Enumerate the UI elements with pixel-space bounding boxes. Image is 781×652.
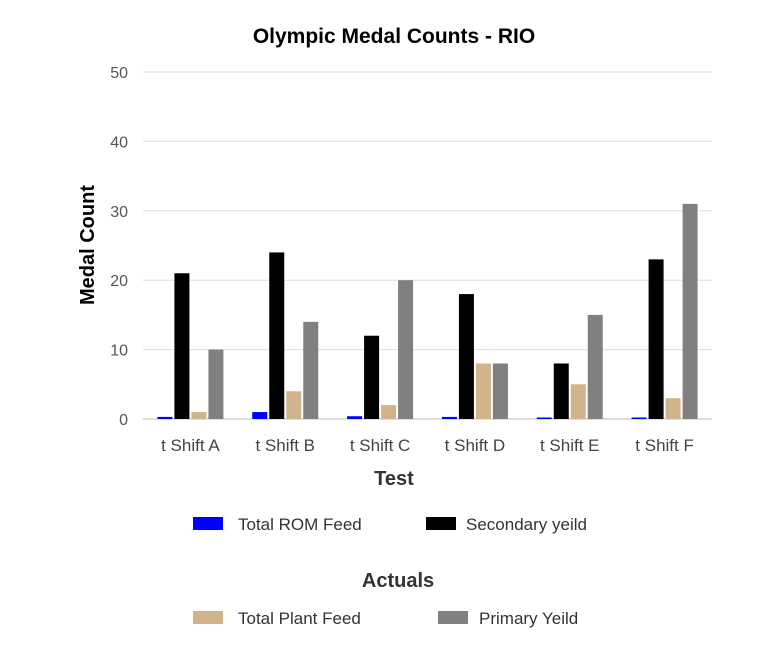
bar (208, 349, 224, 419)
y-tick-label: 30 (110, 204, 128, 221)
bar (570, 384, 586, 419)
x-axis-label: Test (374, 468, 414, 490)
legend: Total ROM Feed Secondary yeild ActualsTota… (193, 515, 587, 628)
bar (492, 363, 508, 419)
bar (364, 335, 380, 419)
y-tick-label: 0 (119, 412, 128, 429)
y-tick-label: 10 (110, 343, 128, 360)
bar (174, 273, 190, 419)
chart-title: Olympic Medal Counts - RIO (253, 25, 535, 48)
bar (587, 314, 603, 419)
x-tick-label: t Shift E (540, 436, 600, 455)
bar (665, 398, 681, 419)
legend-swatch (426, 517, 456, 530)
y-tick-label: 20 (110, 273, 128, 290)
bar (553, 363, 569, 419)
bar (682, 203, 698, 419)
bars (157, 203, 698, 419)
bar (441, 416, 457, 419)
bar (475, 363, 491, 419)
legend-group-title: Actuals (362, 570, 434, 592)
x-tick-label: t Shift F (635, 436, 694, 455)
y-axis-label: Medal Count (77, 185, 99, 305)
bar (458, 294, 474, 419)
legend-label: Secondary yeild (466, 515, 587, 534)
bar (191, 412, 207, 419)
bar (157, 416, 173, 419)
gridlines (143, 71, 712, 420)
bar (347, 416, 363, 419)
x-tick-label: t Shift D (445, 436, 505, 455)
y-tick-label: 40 (110, 134, 128, 151)
x-tick-label: t Shift A (161, 436, 220, 455)
bar (269, 252, 285, 419)
legend-swatch (193, 517, 223, 530)
bar (398, 280, 414, 419)
bar (252, 412, 268, 419)
legend-label: Total ROM Feed (238, 515, 362, 534)
y-tick-labels: 0 10 20 30 40 50 (110, 65, 128, 429)
x-tick-label: t Shift C (350, 436, 410, 455)
bar (648, 259, 664, 419)
bar (536, 417, 552, 419)
legend-label: Primary Yeild (479, 609, 578, 628)
legend-swatch (193, 611, 223, 624)
bar (381, 405, 397, 419)
bar (286, 391, 302, 419)
bar (303, 321, 319, 419)
legend-swatch (438, 611, 468, 624)
y-tick-label: 50 (110, 65, 128, 82)
legend-label: Total Plant Feed (238, 609, 361, 628)
x-tick-label: t Shift B (255, 436, 315, 455)
bar (631, 417, 647, 419)
x-tick-labels: t Shift A t Shift B t Shift C t Shift D t Sh… (161, 436, 694, 455)
